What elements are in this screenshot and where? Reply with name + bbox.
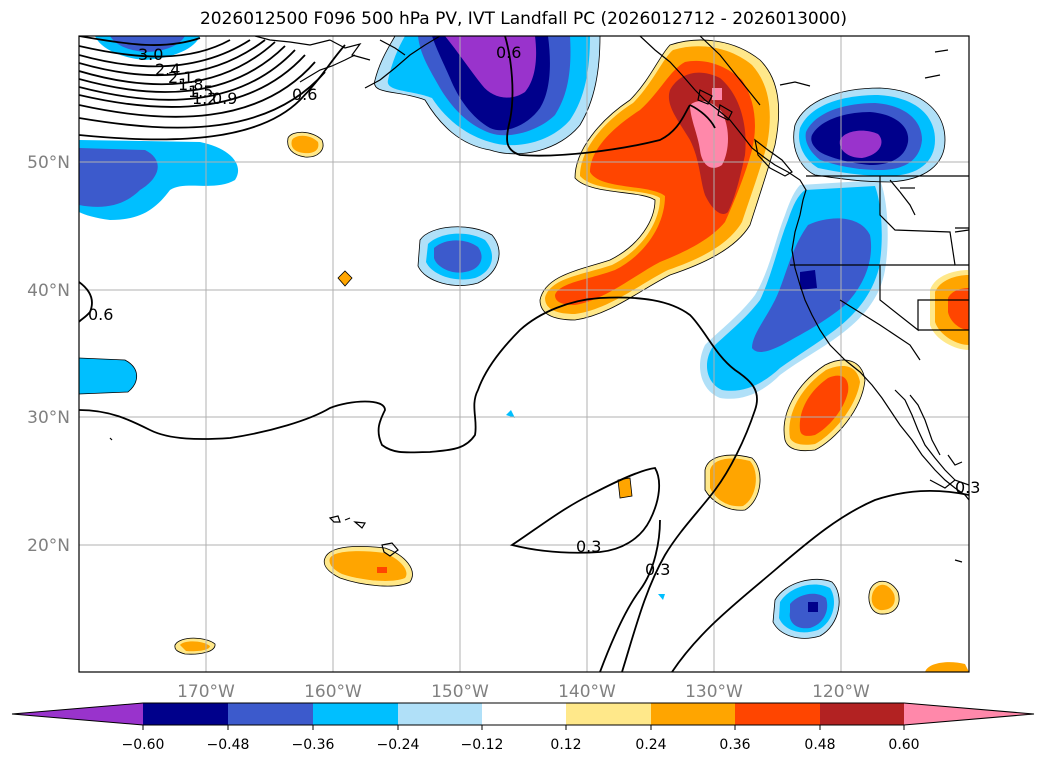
contour-label: 3.0 bbox=[138, 45, 163, 64]
shading-layer bbox=[79, 36, 969, 672]
contour-label: 0.6 bbox=[88, 305, 113, 324]
lat-label: 40°N bbox=[27, 281, 70, 301]
positive-blob-hawaii bbox=[324, 546, 413, 587]
negative-blob-w bbox=[79, 140, 239, 220]
colorbar-segment bbox=[651, 703, 735, 725]
lat-label: 30°N bbox=[27, 408, 70, 428]
colorbar-tick: 0.48 bbox=[804, 737, 835, 753]
contour-label: 0.9 bbox=[212, 89, 237, 108]
colorbar-segment bbox=[820, 703, 904, 725]
colorbar-tick: −0.36 bbox=[292, 737, 335, 753]
colorbar: −0.60 −0.48 −0.36 −0.24 −0.12 0.12 0.24 … bbox=[11, 702, 1035, 753]
colorbar-segment bbox=[313, 703, 398, 725]
colorbar-segment bbox=[143, 703, 228, 725]
colorbar-tick: 0.36 bbox=[719, 737, 750, 753]
gridlines bbox=[79, 36, 969, 672]
map-frame bbox=[78, 35, 970, 673]
lon-label: 120°W bbox=[812, 682, 870, 702]
colorbar-tick: −0.12 bbox=[461, 737, 504, 753]
lon-label: 160°W bbox=[304, 682, 362, 702]
contour-label: 0.6 bbox=[292, 85, 317, 104]
negative-blob-ne bbox=[793, 88, 945, 182]
contour-label: 0.3 bbox=[645, 560, 670, 579]
colorbar-extend-high bbox=[904, 703, 1034, 725]
colorbar-extend-low bbox=[12, 703, 143, 725]
negative-blob-mid bbox=[418, 226, 500, 286]
colorbar-segment bbox=[228, 703, 313, 725]
colorbar-segment bbox=[566, 703, 651, 725]
contour-label: 0.6 bbox=[496, 43, 521, 62]
longitude-labels: 170°W 160°W 150°W 140°W 130°W 120°W bbox=[177, 682, 870, 702]
colorbar-tick: 0.12 bbox=[550, 737, 581, 753]
pv-contours bbox=[79, 36, 969, 672]
contour-label: 0.3 bbox=[576, 537, 601, 556]
contour-label: 2.4 bbox=[155, 60, 180, 79]
colorbar-segment bbox=[735, 703, 820, 725]
coastlines bbox=[109, 36, 969, 563]
negative-blob-s bbox=[773, 579, 840, 639]
contour-label: 0.3 bbox=[955, 478, 980, 497]
negative-blob-gulf bbox=[374, 36, 600, 154]
lon-label: 130°W bbox=[685, 682, 743, 702]
colorbar-tick: 0.60 bbox=[888, 737, 919, 753]
latitude-labels: 50°N 40°N 30°N 20°N bbox=[27, 153, 70, 556]
colorbar-segment bbox=[398, 703, 482, 725]
lat-label: 50°N bbox=[27, 153, 70, 173]
lon-label: 150°W bbox=[431, 682, 489, 702]
colorbar-tick: −0.24 bbox=[377, 737, 420, 753]
lon-label: 140°W bbox=[558, 682, 616, 702]
lon-label: 170°W bbox=[177, 682, 235, 702]
contour-label: 1.5 bbox=[188, 82, 213, 101]
colorbar-tick: −0.60 bbox=[122, 737, 165, 753]
contour-label: 2.1 bbox=[168, 68, 193, 87]
contour-label: 1.8 bbox=[178, 75, 203, 94]
colorbar-segment bbox=[482, 703, 566, 725]
positive-blob-ca bbox=[784, 360, 865, 451]
contour-labels: 3.0 2.4 2.1 1.8 1.5 1.2 0.9 0.6 0.6 0.6 … bbox=[88, 43, 980, 579]
colorbar-tick: 0.24 bbox=[635, 737, 666, 753]
contour-label: 1.2 bbox=[192, 89, 217, 108]
colorbar-tick: −0.48 bbox=[207, 737, 250, 753]
map-title: 2026012500 F096 500 hPa PV, IVT Landfall… bbox=[199, 9, 847, 29]
lat-label: 20°N bbox=[27, 536, 70, 556]
